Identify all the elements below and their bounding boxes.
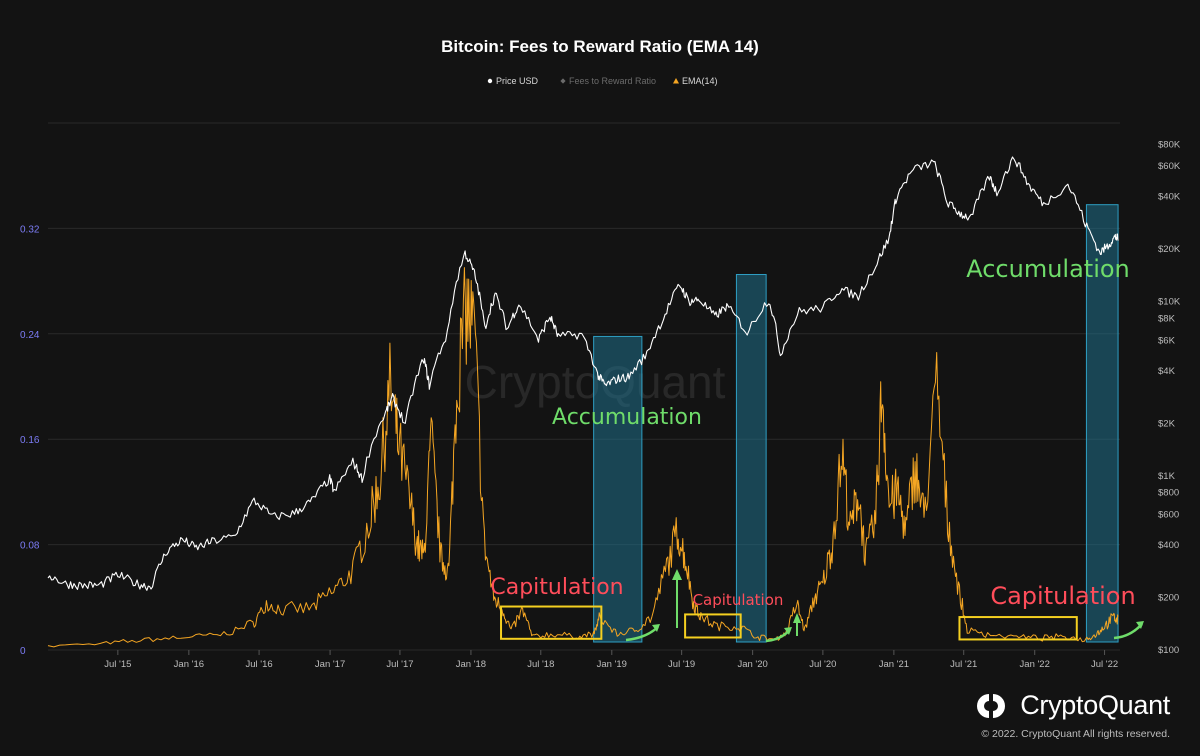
x-tick-label: Jul '15 <box>104 659 131 670</box>
x-tick-label: Jan '20 <box>737 659 767 670</box>
right-tick-label: $80K <box>1158 139 1181 150</box>
green-arrow-head <box>652 624 660 632</box>
legend-item: Fees to Reward Ratio <box>569 76 656 86</box>
x-tick-label: Jan '22 <box>1020 659 1050 670</box>
left-tick-label: 0 <box>20 646 26 657</box>
legend-marker <box>673 78 679 84</box>
ema-line <box>47 267 1119 648</box>
capitulation-label: Capitulation <box>990 582 1135 610</box>
legend-marker <box>560 78 566 84</box>
right-tick-label: $800 <box>1158 488 1179 499</box>
cryptoquant-logo-icon <box>977 693 1006 718</box>
copyright: © 2022. CryptoQuant All rights reserved. <box>981 728 1170 740</box>
brand: CryptoQuant <box>974 690 1170 721</box>
chart-title: Bitcoin: Fees to Reward Ratio (EMA 14) <box>441 37 759 56</box>
right-tick-label: $600 <box>1158 509 1179 520</box>
accumulation-region <box>735 274 767 643</box>
left-tick-label: 0.08 <box>20 541 40 552</box>
right-tick-label: $4K <box>1158 366 1176 377</box>
right-tick-label: $20K <box>1158 244 1181 255</box>
green-arrow-head <box>1136 621 1144 629</box>
brand-name: CryptoQuant <box>1020 690 1170 720</box>
right-tick-label: $60K <box>1158 161 1181 172</box>
capitulation-label: Capitulation <box>693 591 784 609</box>
right-tick-label: $8K <box>1158 313 1176 324</box>
left-tick-label: 0.24 <box>20 330 40 341</box>
x-tick-label: Jan '17 <box>315 659 345 670</box>
x-tick-label: Jul '22 <box>1091 659 1118 670</box>
right-tick-label: $200 <box>1158 593 1179 604</box>
legend-item: Price USD <box>496 76 539 86</box>
x-tick-label: Jan '18 <box>456 659 486 670</box>
x-tick-label: Jul '17 <box>386 659 413 670</box>
chart-series <box>47 156 1119 648</box>
right-tick-label: $10K <box>1158 297 1181 308</box>
capitulation-box <box>684 613 742 639</box>
right-tick-label: $2K <box>1158 418 1176 429</box>
right-tick-label: $400 <box>1158 540 1179 551</box>
right-tick-label: $1K <box>1158 471 1176 482</box>
capitulation-box <box>958 616 1078 641</box>
legend: Price USD Fees to Reward Ratio EMA(14) <box>487 76 718 86</box>
x-tick-label: Jul '20 <box>809 659 836 670</box>
annotation-regions <box>593 204 1119 643</box>
legend-item: EMA(14) <box>682 76 718 86</box>
x-tick-label: Jul '18 <box>527 659 554 670</box>
left-tick-label: 0.32 <box>20 224 40 235</box>
accumulation-label: Accumulation <box>552 405 702 430</box>
x-tick-label: Jul '19 <box>668 659 695 670</box>
annotation-overlay: Accumulation Accumulation Capitulation Capi… <box>490 255 1144 643</box>
right-tick-label: $100 <box>1158 645 1179 656</box>
x-tick-label: Jul '16 <box>245 659 272 670</box>
left-tick-label: 0.16 <box>20 435 40 446</box>
accumulation-label: Accumulation <box>966 255 1130 283</box>
accumulation-region <box>1085 204 1119 643</box>
chart-grid <box>48 122 1120 651</box>
right-tick-label: $6K <box>1158 335 1176 346</box>
price-line <box>47 156 1119 591</box>
x-axis: Jul '15 Jan '16 Jul '16 Jan '17 Jul '17 Jan '… <box>104 650 1118 670</box>
green-arrow-head <box>672 569 682 580</box>
green-arrow <box>765 629 791 643</box>
left-axis: 0 0.08 0.16 0.24 0.32 <box>20 224 40 657</box>
x-tick-label: Jul '21 <box>950 659 977 670</box>
capitulation-label: Capitulation <box>490 575 623 600</box>
right-tick-label: $40K <box>1158 192 1181 203</box>
accumulation-region <box>593 335 643 643</box>
capitulation-box <box>500 605 603 640</box>
x-tick-label: Jan '21 <box>879 659 909 670</box>
x-tick-label: Jan '19 <box>597 659 627 670</box>
green-arrow-head <box>784 627 792 635</box>
x-tick-label: Jan '16 <box>174 659 204 670</box>
green-arrow-head <box>793 613 801 623</box>
right-axis: $100 $200 $400 $600 $800 $1K $2K $4K $6K $8K $10K $… <box>1158 139 1181 656</box>
legend-marker <box>487 78 493 84</box>
